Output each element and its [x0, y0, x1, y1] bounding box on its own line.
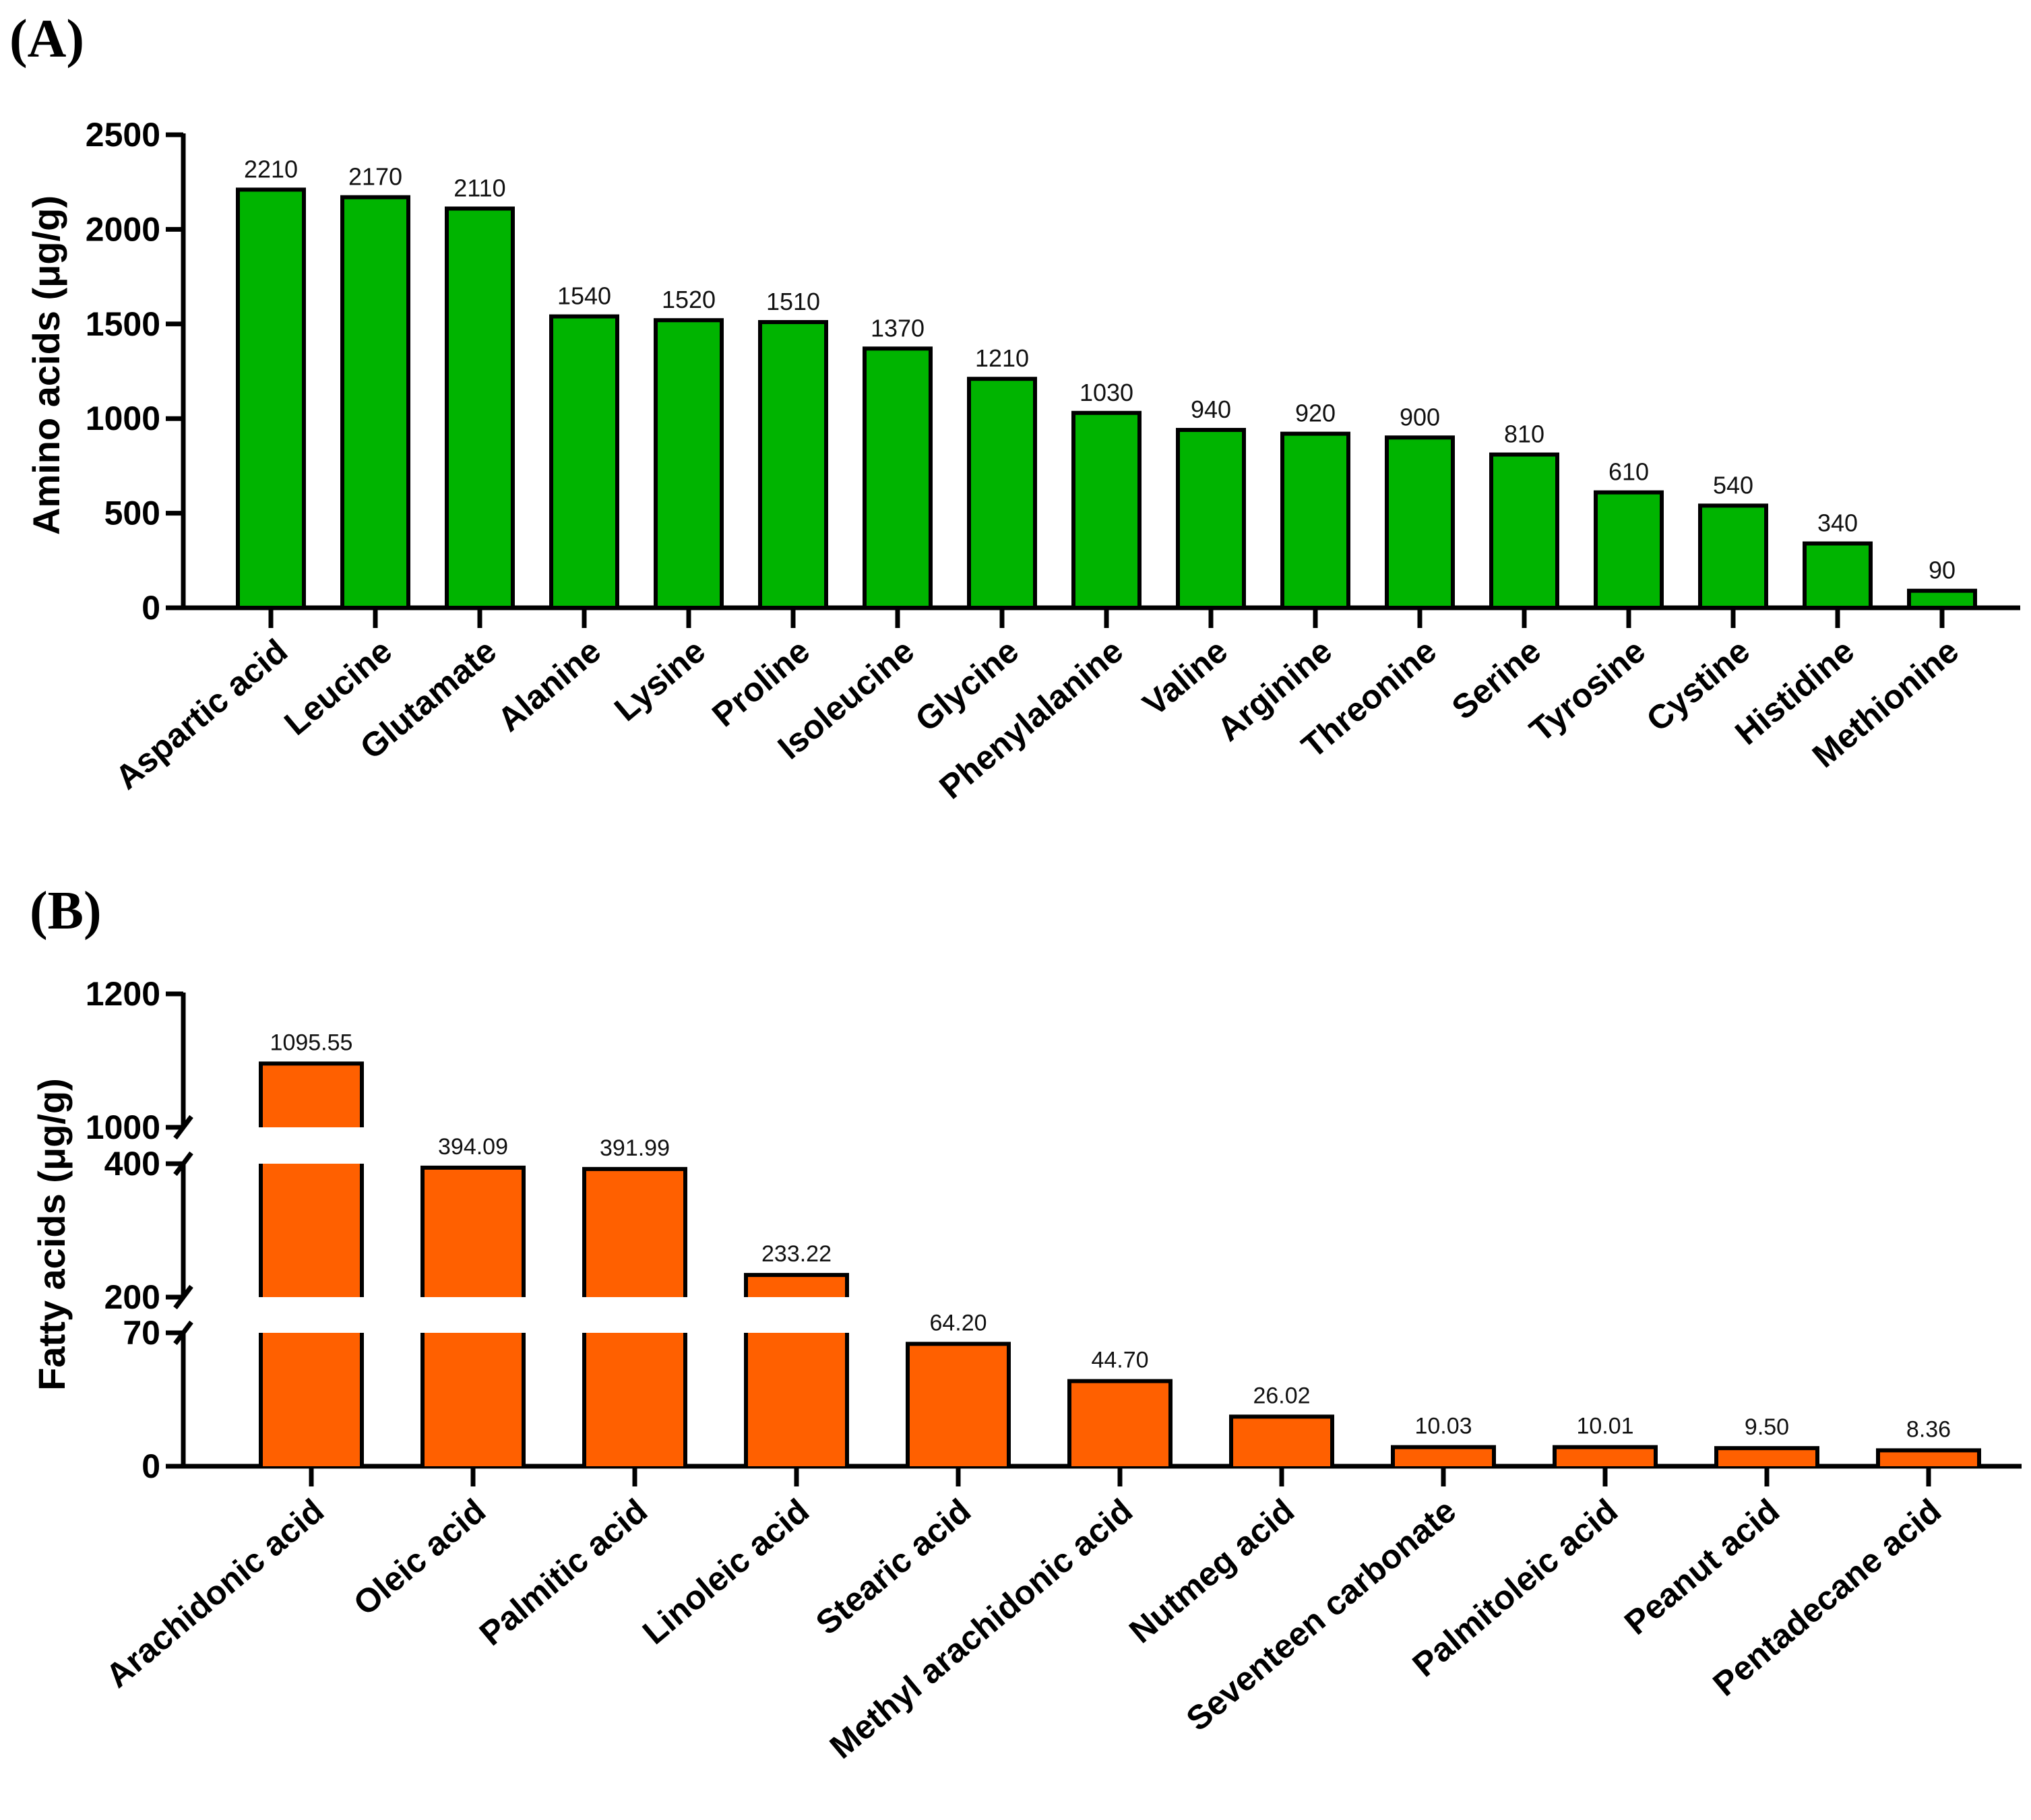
panel-a-label: (A) — [9, 9, 84, 69]
bar-a — [1385, 435, 1455, 610]
bar-segment-b — [908, 1344, 1009, 1466]
bar-segment-b — [746, 1275, 847, 1297]
data-label-a: 940 — [1191, 396, 1231, 423]
data-label-b: 8.36 — [1906, 1416, 1951, 1442]
bar-a — [1489, 452, 1559, 610]
data-label-a: 2210 — [244, 155, 298, 183]
panel-b-label: (B) — [30, 881, 102, 941]
y-tick-label-b: 70 — [123, 1314, 160, 1352]
category-label-b: Arachidonic acid — [98, 1492, 331, 1695]
bar-segment-b — [261, 1333, 362, 1466]
bar-a — [236, 187, 306, 610]
bar-segment-b — [584, 1168, 685, 1297]
bar-a — [1803, 541, 1873, 610]
bar-a — [549, 314, 619, 610]
y-tick-label-a: 1000 — [86, 400, 160, 437]
data-label-b: 233.22 — [761, 1241, 832, 1267]
bar-segment-b — [1878, 1450, 1979, 1466]
bar-a — [340, 195, 410, 610]
bar-a — [1071, 410, 1142, 610]
data-label-b: 10.03 — [1414, 1414, 1472, 1439]
data-label-a: 1520 — [662, 286, 716, 313]
bar-a — [967, 377, 1037, 610]
y-tick-label-a: 2500 — [86, 116, 160, 154]
bar-segment-b — [1069, 1381, 1170, 1466]
category-label-a: Alanine — [491, 632, 608, 739]
data-label-b: 26.02 — [1253, 1383, 1310, 1408]
bar-segment-b — [1393, 1447, 1494, 1466]
bar-segment-b — [746, 1333, 847, 1466]
y-tick-label-a: 2000 — [86, 210, 160, 248]
bar-a — [445, 206, 515, 610]
category-label-b: Linoleic acid — [635, 1492, 816, 1652]
bar-a — [1176, 428, 1246, 610]
bar-segment-b — [423, 1167, 524, 1297]
y-tick-label-b: 1200 — [86, 975, 160, 1013]
category-label-a: Aspartic acid — [108, 632, 295, 797]
data-label-a: 2170 — [348, 163, 402, 191]
data-label-a: 1210 — [975, 344, 1029, 372]
y-tick-label-b: 400 — [104, 1145, 160, 1183]
bars-b: 1095.55 Arachidonic acid 394.09 Oleic acid 3… — [98, 1030, 1981, 1766]
y-tick-label-a: 0 — [142, 589, 160, 627]
category-label-a: Phenylalanine — [933, 632, 1131, 807]
data-label-a: 920 — [1295, 400, 1336, 427]
category-label-a: Valine — [1135, 632, 1235, 724]
data-label-b: 9.50 — [1745, 1414, 1789, 1440]
amino-acids-chart: (A) Amino acids (μg/g) 0 500 1000 1500 2000 2… — [9, 9, 2020, 807]
y-axis-title-a: Amino acids (μg/g) — [25, 195, 67, 535]
data-label-b: 64.20 — [929, 1310, 987, 1336]
data-label-a: 810 — [1504, 420, 1544, 448]
category-label-b: Seventeen carbonate — [1179, 1492, 1463, 1738]
data-label-a: 90 — [1929, 557, 1956, 584]
data-label-b: 391.99 — [600, 1135, 670, 1161]
bar-segment-b — [423, 1333, 524, 1466]
category-label-b: Methyl arachidonic acid — [823, 1492, 1139, 1766]
y-tick-label-b: 200 — [104, 1278, 160, 1316]
bar-a — [1594, 490, 1664, 610]
data-label-b: 394.09 — [438, 1134, 508, 1160]
data-label-b: 1095.55 — [270, 1030, 353, 1055]
y-axis-title-b: Fatty acids (μg/g) — [30, 1078, 73, 1391]
category-label-b: Palmitic acid — [472, 1492, 654, 1653]
bar-segment-b — [1555, 1447, 1656, 1466]
y-tick-label-b: 1000 — [86, 1108, 160, 1146]
data-label-a: 1540 — [557, 282, 611, 310]
category-label-b: Nutmeg acid — [1122, 1492, 1301, 1651]
bar-a — [654, 318, 724, 610]
bar-a — [1698, 503, 1768, 610]
bar-segment-b — [261, 1164, 362, 1297]
y-tick-label-b: 0 — [142, 1447, 160, 1485]
y-tick-label-a: 1500 — [86, 305, 160, 343]
category-label-b: Stearic acid — [809, 1492, 978, 1642]
data-label-b: 44.70 — [1091, 1348, 1148, 1373]
bar-segment-b — [1716, 1448, 1817, 1466]
bar-segment-b — [1231, 1416, 1332, 1466]
bar-a — [863, 346, 933, 610]
data-label-a: 1370 — [871, 314, 925, 342]
category-label-b: Peanut acid — [1617, 1492, 1786, 1642]
data-label-a: 540 — [1713, 471, 1753, 499]
bar-segment-b — [584, 1333, 685, 1466]
data-label-a: 900 — [1400, 403, 1440, 431]
data-label-a: 610 — [1608, 458, 1649, 486]
bar-a — [1280, 431, 1350, 610]
y-tick-label-a: 500 — [104, 495, 160, 532]
bar-a — [1907, 588, 1977, 610]
data-label-b: 10.01 — [1576, 1414, 1633, 1439]
category-label-b: Oleic acid — [346, 1492, 493, 1623]
bar-a — [758, 319, 828, 610]
data-label-a: 1030 — [1080, 379, 1133, 406]
category-label-a: Lysine — [607, 632, 712, 729]
data-label-a: 1510 — [766, 288, 820, 315]
category-label-a: Tyrosine — [1522, 632, 1652, 749]
bar-segment-b — [261, 1063, 362, 1127]
data-label-a: 340 — [1817, 509, 1858, 537]
data-label-a: 2110 — [454, 175, 505, 202]
